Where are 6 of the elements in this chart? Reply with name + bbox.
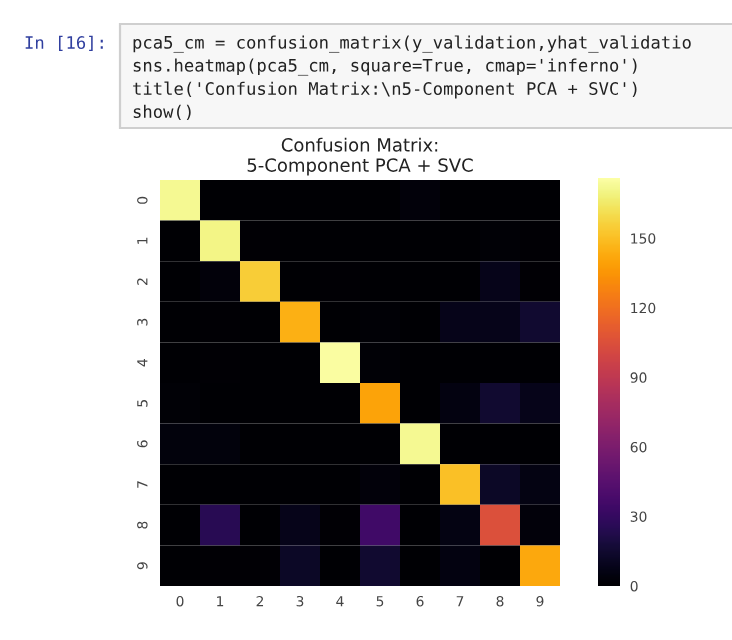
text: show()	[133, 104, 191, 121]
chart-title: Confusion Matrix: 5-Component PCA + SVC	[247, 137, 473, 176]
text: In [16]:	[25, 35, 103, 52]
text: sns.heatmap(pca5_cm, square=True, cmap='inferno')	[133, 58, 637, 76]
text: title('Confusion Matrix:\n5-Component PCA + SVC')	[133, 81, 637, 99]
text: pca5_cm = confusion_matrix(y_validation,yhat_validatio	[133, 35, 691, 53]
